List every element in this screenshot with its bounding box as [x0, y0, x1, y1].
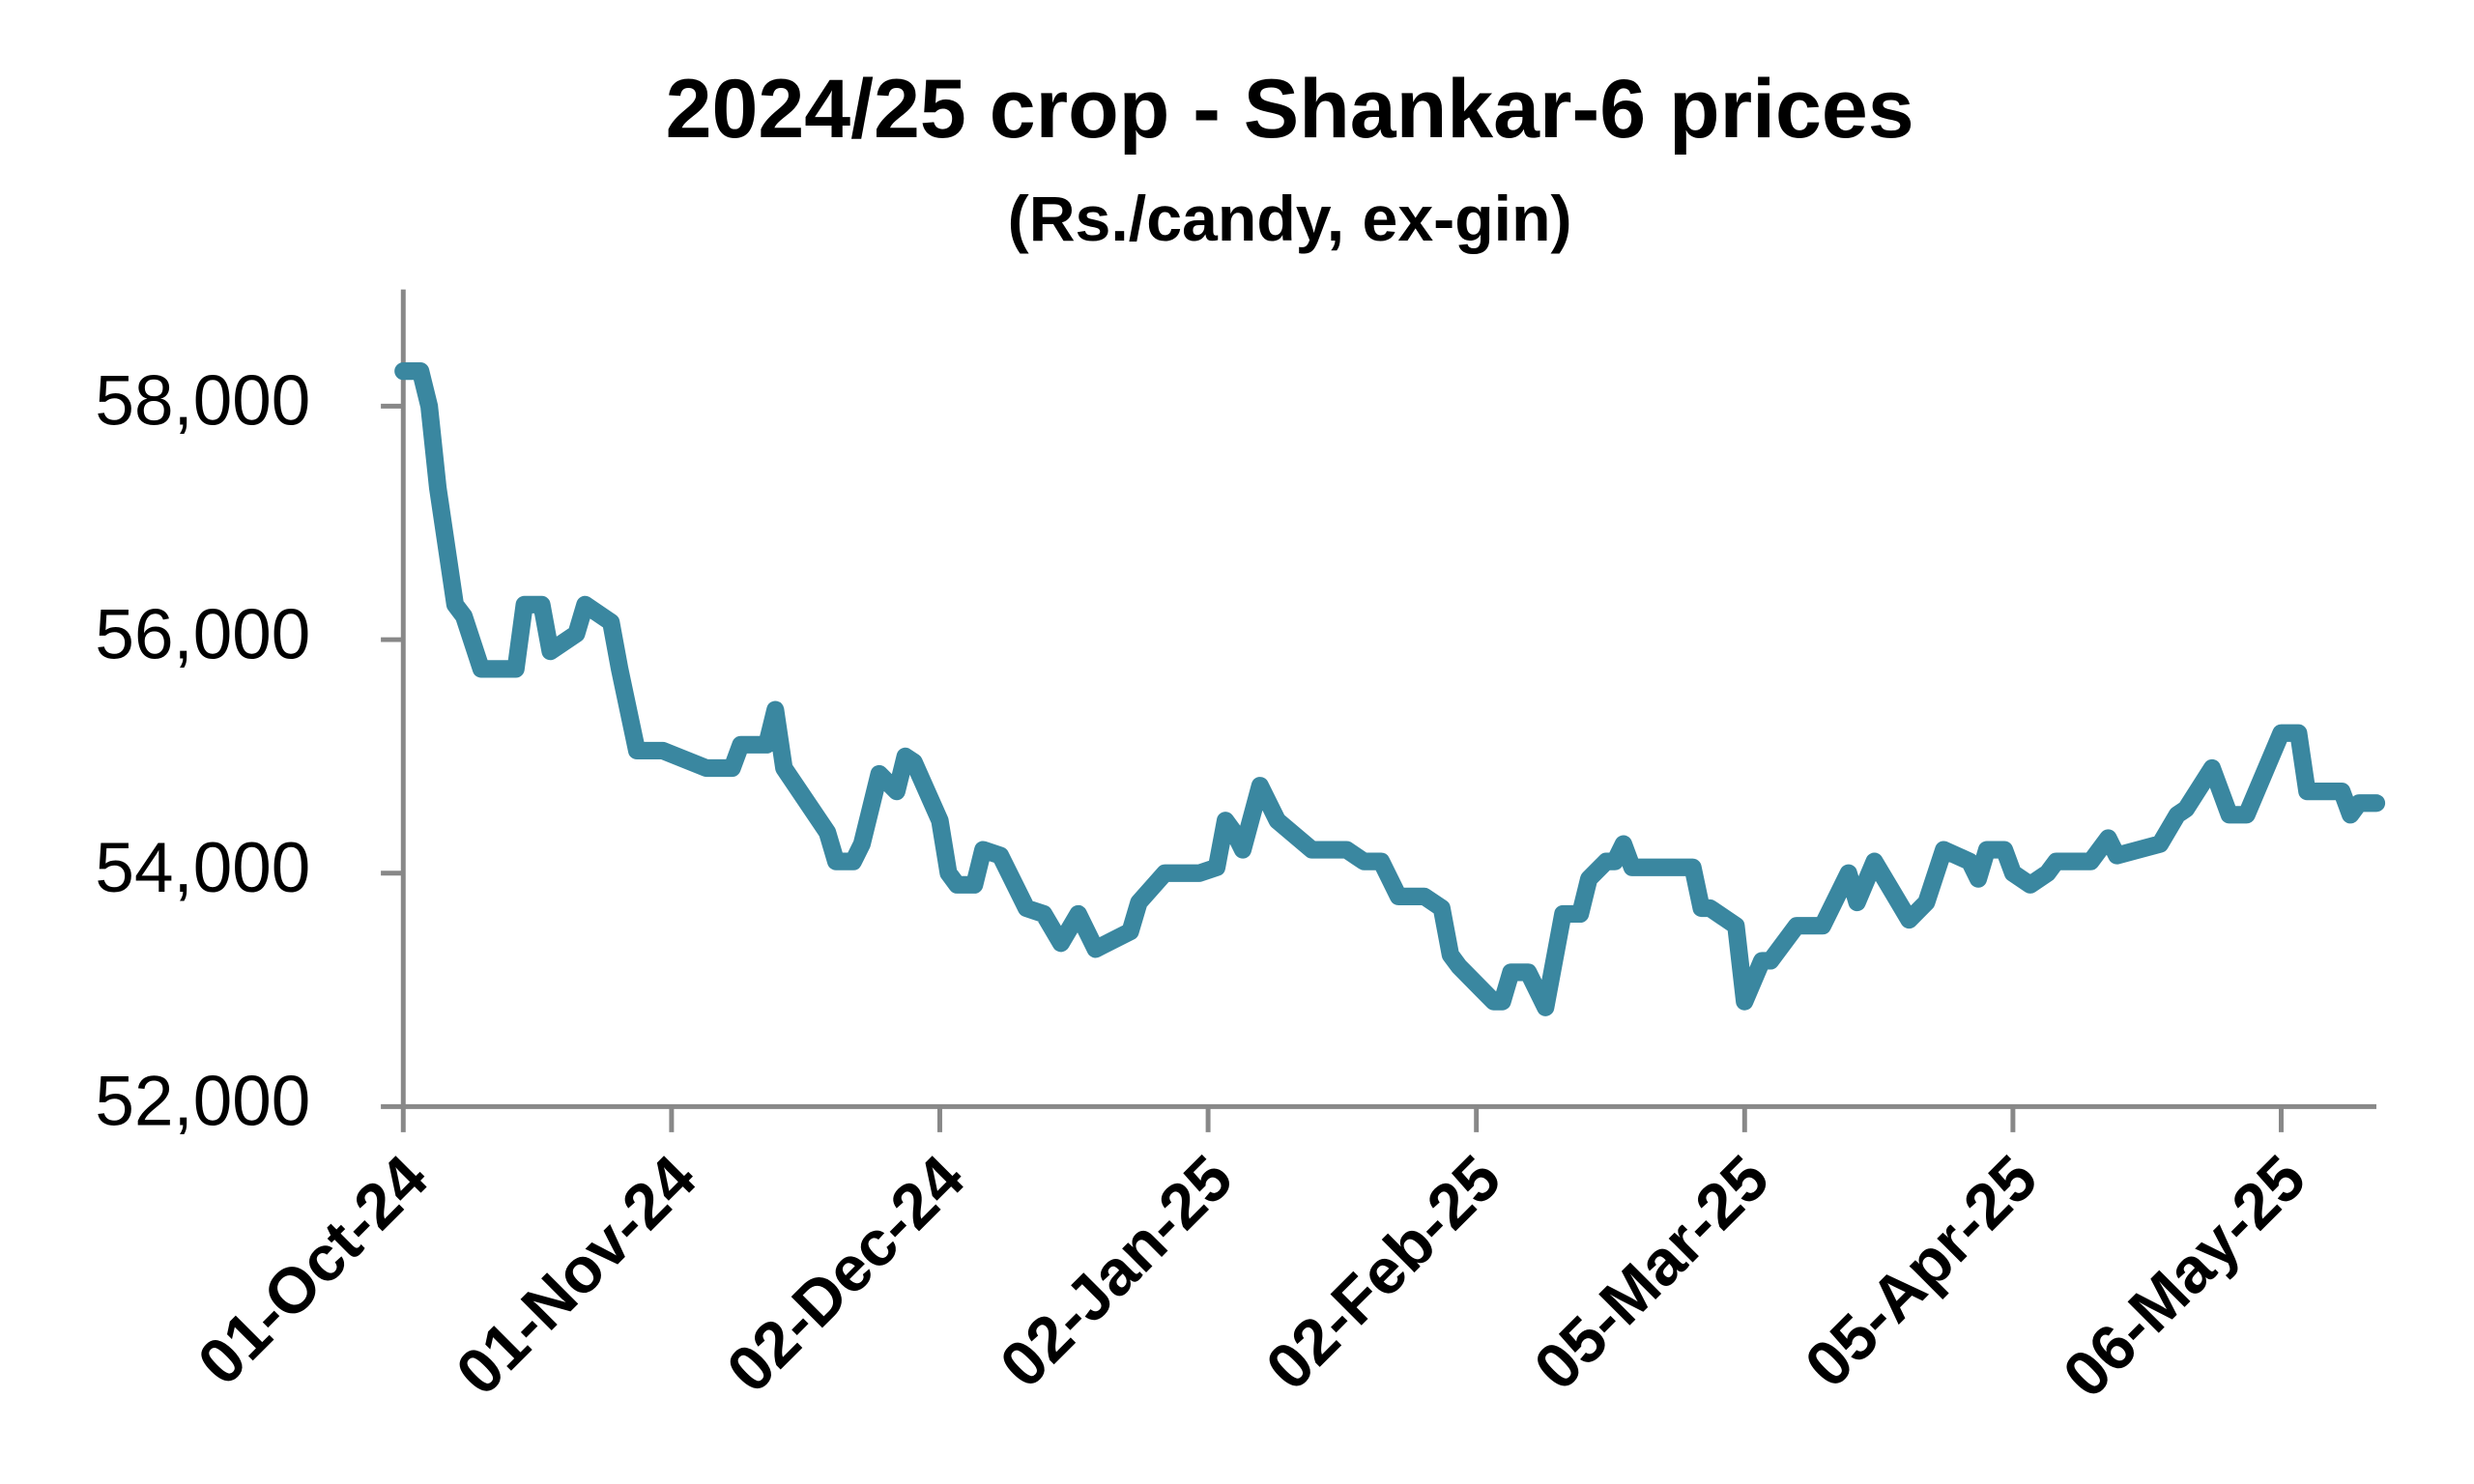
x-tick-label: 05-Apr-25 — [1792, 1142, 2051, 1401]
x-tick-label: 02-Feb-25 — [1252, 1142, 1514, 1404]
chart-subtitle: (Rs./candy, ex-gin) — [1008, 184, 1572, 255]
x-tick-label: 01-Oct-24 — [185, 1142, 442, 1399]
x-tick-label: 02-Dec-24 — [713, 1142, 978, 1407]
x-tick-label: 02-Jan-25 — [987, 1142, 1246, 1401]
y-tick-label: 52,000 — [95, 1063, 310, 1141]
price-line — [394, 362, 2386, 1016]
chart-title: 2024/25 crop - Shankar-6 prices — [666, 63, 1914, 156]
y-tick-label: 54,000 — [95, 829, 310, 907]
x-tick-label: 06-May-25 — [2050, 1142, 2319, 1412]
x-tick-label: 01-Nov-24 — [443, 1142, 709, 1409]
y-tick-label: 58,000 — [95, 362, 310, 441]
y-tick-label: 56,000 — [95, 595, 310, 673]
x-tick-label: 05-Mar-25 — [1521, 1142, 1783, 1404]
